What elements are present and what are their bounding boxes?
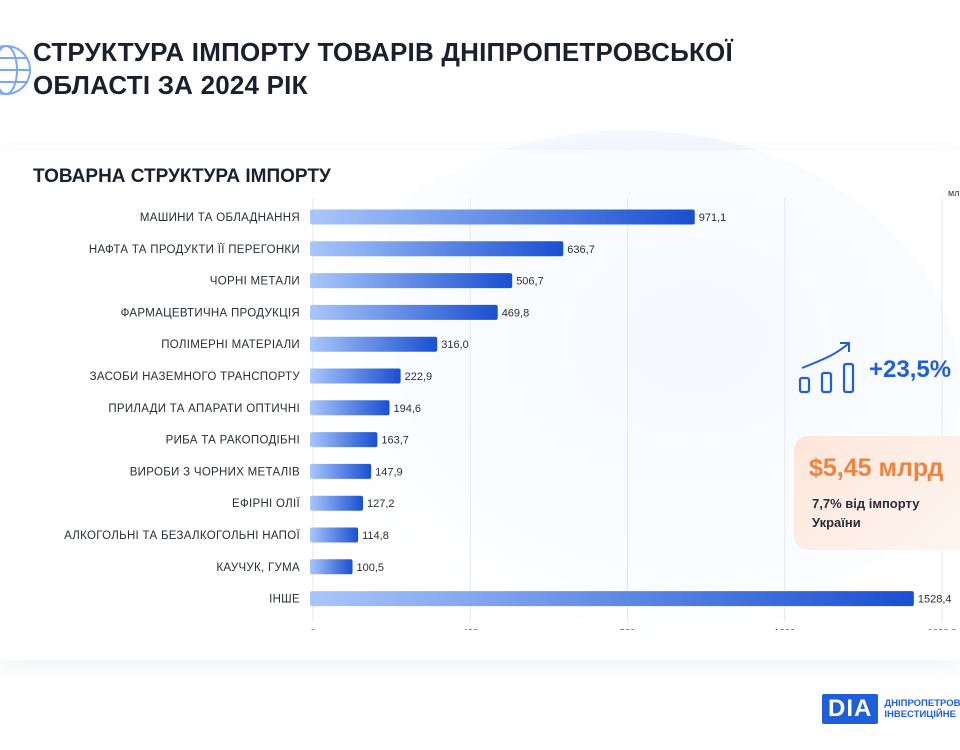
share-note: 7,7% від імпорту України: [812, 496, 920, 530]
category-label: ІНШЕ: [269, 594, 300, 606]
growth-chart-icon: [798, 342, 855, 394]
bar: [310, 336, 438, 352]
bar-chart: 0 400 800 1200 1600,0 МАШИНИ ТА ОБЛАДНАННЯ 971…: [64, 198, 957, 630]
total-card: [794, 436, 960, 550]
value-label: 506,7: [516, 276, 544, 288]
bar: [310, 368, 401, 384]
chart-title: ТОВАРНА СТРУКТУРА ІМПОРТУ: [33, 166, 331, 187]
category-label: РИБА ТА РАКОПОДІБНІ: [166, 435, 300, 447]
value-label: 163,7: [381, 435, 409, 447]
category-label: НАФТА ТА ПРОДУКТИ ЇЇ ПЕРЕГОНКИ: [89, 244, 300, 256]
value-label: 100,5: [357, 562, 385, 574]
category-label: ФАРМАЦЕВТИЧНА ПРОДУКЦІЯ: [121, 307, 300, 319]
value-label: 194,6: [394, 403, 422, 415]
value-label: 147,9: [375, 466, 403, 478]
bar: [310, 241, 564, 257]
bar: [310, 273, 513, 289]
chart-card: [0, 150, 960, 660]
bar: [310, 463, 372, 479]
brand-logo: DIA ДНІПРОПЕТРОВ ІНВЕСТИЦІЙНЕ: [822, 694, 960, 724]
category-label: ПОЛІМЕРНІ МАТЕРІАЛИ: [161, 339, 300, 351]
category-label: ЕФІРНІ ОЛІЇ: [232, 498, 301, 510]
x-tick-label: 1600,0: [927, 628, 956, 630]
value-label: 222,9: [405, 371, 433, 383]
category-label: АЛКОГОЛЬНІ ТА БЕЗАЛКОГОЛЬНІ НАПОЇ: [64, 530, 300, 542]
bar: [310, 559, 353, 575]
value-label: 316,0: [441, 339, 469, 351]
bar: [310, 432, 378, 448]
x-tick-label: 800: [620, 628, 636, 630]
growth-value: +23,5%: [869, 356, 952, 383]
bar: [310, 591, 914, 607]
logo-text: ДНІПРОПЕТРОВ ІНВЕСТИЦІЙНЕ: [884, 698, 960, 720]
bar: [310, 527, 359, 543]
category-label: МАШИНИ ТА ОБЛАДНАННЯ: [140, 212, 300, 224]
bar: [310, 304, 498, 320]
globe-icon: [0, 45, 31, 95]
total-value: $5,45 млрд: [809, 454, 944, 482]
category-label: КАУЧУК, ГУМА: [216, 562, 300, 574]
value-label: 1528,4: [918, 594, 952, 606]
category-label: ВИРОБИ З ЧОРНИХ МЕТАЛІВ: [130, 466, 300, 478]
unit-label: мл: [948, 188, 960, 198]
bar: [310, 400, 390, 416]
bar: [310, 209, 695, 225]
category-label: ПРИЛАДИ ТА АПАРАТИ ОПТИЧНІ: [108, 403, 300, 415]
value-label: 636,7: [567, 244, 595, 256]
value-label: 127,2: [367, 498, 395, 510]
category-label: ЗАСОБИ НАЗЕМНОГО ТРАНСПОРТУ: [90, 371, 301, 383]
x-tick-label: 1200: [774, 628, 795, 630]
value-label: 114,8: [362, 530, 389, 542]
bar: [310, 495, 364, 511]
x-tick-label: 0: [310, 628, 315, 630]
value-label: 469,8: [502, 307, 530, 319]
page-title: СТРУКТУРА ІМПОРТУ ТОВАРІВ ДНІПРОПЕТРОВСЬ…: [33, 37, 733, 100]
category-label: ЧОРНІ МЕТАЛИ: [210, 276, 300, 288]
logo-mark: DIA: [822, 694, 879, 724]
x-tick-label: 400: [462, 628, 478, 630]
value-label: 971,1: [699, 212, 727, 224]
